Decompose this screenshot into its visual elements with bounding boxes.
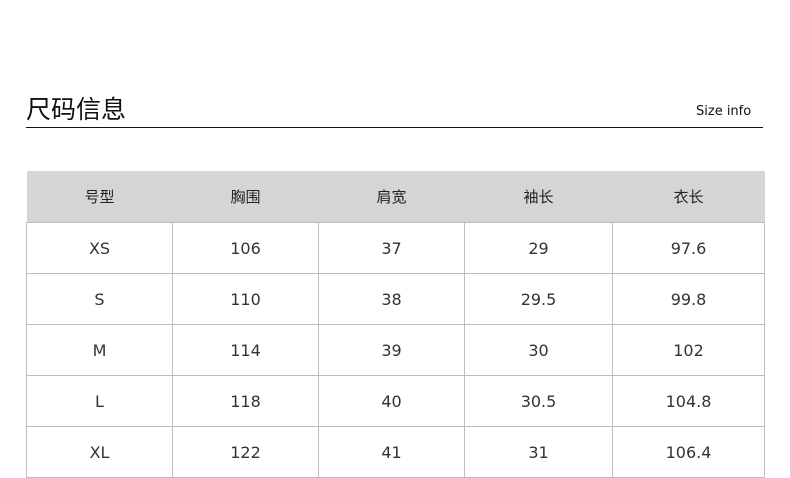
table-cell: 110 <box>172 273 319 325</box>
table-cell: 118 <box>172 375 319 427</box>
table-cell: 114 <box>172 324 319 376</box>
table-cell: L <box>26 375 173 427</box>
column-header: 胸围 <box>172 171 319 223</box>
table-cell: XL <box>26 426 173 478</box>
column-header: 肩宽 <box>318 171 465 223</box>
column-header: 号型 <box>26 171 173 223</box>
table-cell: 30.5 <box>464 375 613 427</box>
column-header: 袖长 <box>464 171 613 223</box>
table-cell: S <box>26 273 173 325</box>
table-cell: 97.6 <box>612 222 765 274</box>
column-header: 衣长 <box>612 171 765 223</box>
table-cell: 104.8 <box>612 375 765 427</box>
table-row: XL 122 41 31 106.4 <box>26 426 765 478</box>
table-row: XS 106 37 29 97.6 <box>26 222 765 274</box>
table-cell: XS <box>26 222 173 274</box>
table-header-row: 号型 胸围 肩宽 袖长 衣长 <box>26 171 765 223</box>
table-cell: 99.8 <box>612 273 765 325</box>
table-cell: 122 <box>172 426 319 478</box>
table-cell: 37 <box>318 222 465 274</box>
page-subtitle: Size info <box>696 104 752 119</box>
table-cell: 29 <box>464 222 613 274</box>
table-cell: 106.4 <box>612 426 765 478</box>
table-row: M 114 39 30 102 <box>26 324 765 376</box>
table-cell: M <box>26 324 173 376</box>
size-table: 号型 胸围 肩宽 袖长 衣长 XS 106 37 29 97.6 S 110 38 29.5 99.8 M 1… <box>26 171 765 478</box>
table-cell: 29.5 <box>464 273 613 325</box>
table-cell: 102 <box>612 324 765 376</box>
table-cell: 41 <box>318 426 465 478</box>
table-cell: 38 <box>318 273 465 325</box>
table-row: S 110 38 29.5 99.8 <box>26 273 765 325</box>
table-row: L 118 40 30.5 104.8 <box>26 375 765 427</box>
title-divider <box>26 127 763 128</box>
table-cell: 106 <box>172 222 319 274</box>
table-cell: 31 <box>464 426 613 478</box>
table-cell: 39 <box>318 324 465 376</box>
table-cell: 40 <box>318 375 465 427</box>
table-cell: 30 <box>464 324 613 376</box>
page-title: 尺码信息 <box>26 95 127 124</box>
